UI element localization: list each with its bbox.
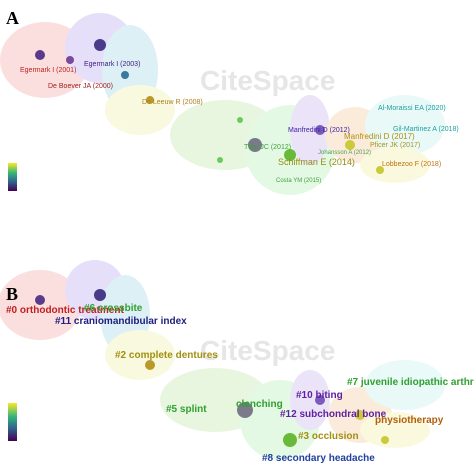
cluster-label: clenching — [236, 399, 283, 410]
watermark: CiteSpace — [200, 65, 335, 96]
nodes-a — [35, 39, 384, 174]
node-label: Egermark I (2001) — [20, 67, 76, 74]
node-label: Manfredini D (2012) — [288, 127, 350, 134]
cluster-label: #0 orthodontic treatment — [6, 305, 124, 316]
node-label: Lobbezoo F (2018) — [382, 161, 441, 168]
node-label: Türp JC (2012) — [244, 144, 291, 151]
cluster-label: #2 complete dentures — [115, 350, 218, 361]
watermark: CiteSpace — [200, 335, 335, 366]
color-legend — [8, 163, 17, 191]
node-label: Egermark I (2003) — [84, 61, 140, 68]
clusters-b — [0, 260, 445, 460]
cluster-label: #3 occlusion — [298, 431, 359, 442]
cluster-label: #6 crossbite — [84, 303, 143, 314]
panel-label: B — [6, 284, 18, 304]
cluster-label: #8 secondary headache — [262, 453, 375, 464]
node-label: Schiffman E (2014) — [278, 157, 355, 167]
cluster-label: #11 craniomandibular index — [55, 316, 187, 327]
cluster-label: physiotherapy — [375, 415, 444, 426]
node-label: Gil-Martinez A (2018) — [393, 126, 459, 133]
cluster-label: #5 splint — [166, 404, 207, 415]
cluster-label: #12 subchondral bone — [280, 409, 387, 420]
cluster-label: #10 biting — [296, 390, 343, 401]
node-label: Pficer JK (2017) — [370, 142, 420, 149]
node-label: Costa YM (2015) — [276, 178, 321, 184]
panel-label: A — [6, 8, 19, 28]
node-label: De Leeuw R (2008) — [142, 99, 203, 106]
node-label: De Boever JA (2000) — [48, 83, 113, 90]
clusters-a — [0, 13, 445, 195]
color-legend — [8, 403, 17, 441]
cluster-label: #7 juvenile idiopathic arthritis — [347, 377, 474, 388]
nodes-b — [35, 289, 389, 447]
node-label: Johansson A (2012) — [318, 150, 371, 156]
node-label: Al-Moraissi EA (2020) — [378, 105, 446, 112]
node-label: Manfredini D (2017) — [344, 132, 415, 141]
